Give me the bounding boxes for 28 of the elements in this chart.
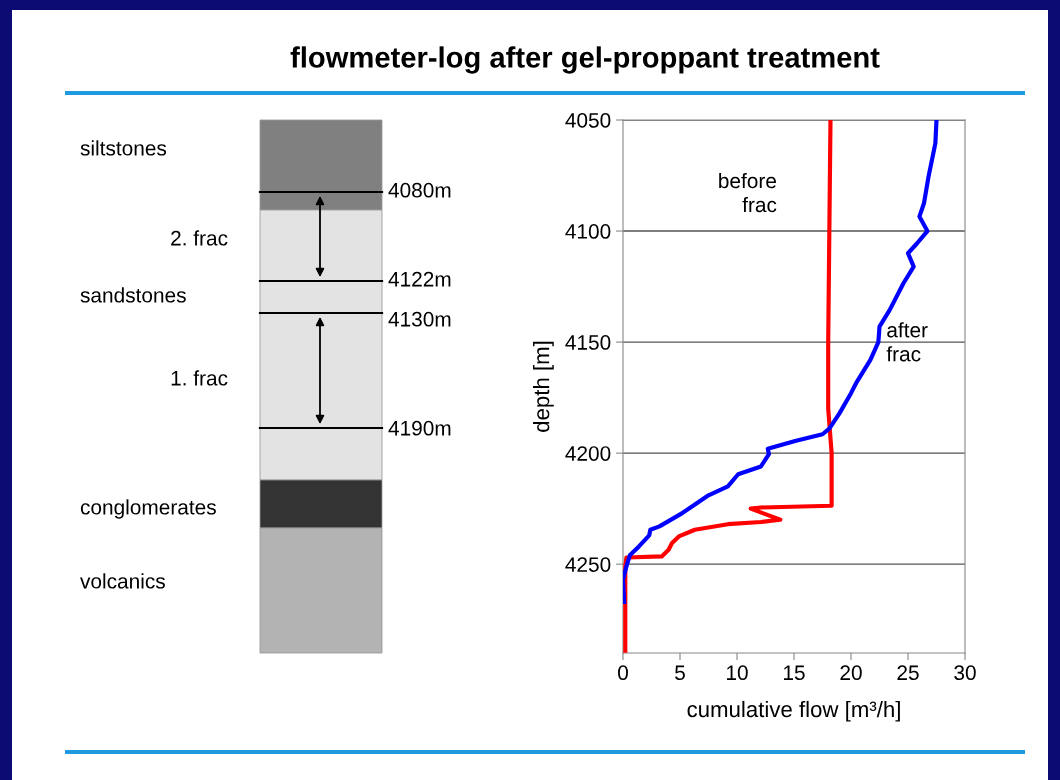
text: before frac — [719, 172, 777, 213]
x-tick-label: 25 — [897, 665, 919, 681]
x-axis-title: cumulative flow [m³/h] — [687, 700, 900, 722]
text: volcanics — [80, 573, 165, 589]
y-tick-label: 4200 — [565, 446, 611, 461]
text: siltstones — [80, 140, 167, 156]
x-tick-label: 15 — [784, 665, 805, 681]
x-tick-label: 30 — [954, 665, 976, 681]
y-axis-title: depth [m] — [533, 341, 554, 432]
x-tick-label: 20 — [840, 665, 862, 681]
text: conglomerates — [80, 499, 216, 519]
y-tick-label: 4250 — [565, 557, 611, 572]
text: 4080m — [388, 182, 451, 198]
series-label: after frac — [886, 322, 928, 362]
y-tick-label: 4150 — [565, 335, 611, 350]
text: 4122m — [388, 271, 451, 287]
x-tick-label: 10 — [727, 665, 748, 681]
text: sandstones — [80, 287, 186, 303]
text: flowmeter-log after gel-proppant treatment — [290, 46, 880, 74]
text: 4130m — [388, 311, 451, 327]
y-tick-label: 4050 — [565, 113, 611, 128]
x-tick-label: 5 — [675, 665, 685, 681]
text: 2. frac — [171, 230, 228, 246]
text: 4190m — [388, 420, 451, 436]
y-tick-label: 4100 — [565, 224, 611, 239]
x-tick-label: 0 — [618, 665, 628, 681]
line-series — [623, 120, 939, 605]
text: 1. frac — [171, 370, 228, 386]
